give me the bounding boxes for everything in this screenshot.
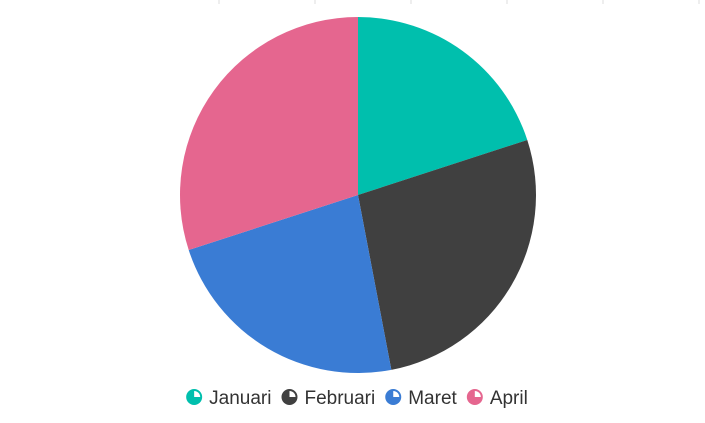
legend-item-april[interactable]: April [466, 388, 528, 409]
legend: Januari Februari Maret April [186, 388, 528, 409]
legend-label: Februari [304, 388, 375, 409]
pie-icon-wedge [194, 391, 201, 397]
legend-item-februari[interactable]: Februari [281, 388, 375, 409]
legend-label: April [490, 388, 528, 409]
pie-slice-februari[interactable] [358, 139, 537, 370]
legend-item-maret[interactable]: Maret [385, 388, 458, 409]
legend-label: Januari [209, 388, 271, 409]
legend-label: Maret [408, 388, 457, 409]
pie-slices [180, 17, 537, 373]
pie-slice-januari[interactable] [358, 17, 528, 195]
top-axis-ticks [218, 0, 700, 4]
pie-icon-wedge [289, 391, 296, 397]
legend-item-januari[interactable]: Januari [186, 388, 271, 409]
pie-icon-wedge [474, 391, 481, 397]
pie-slice-april[interactable] [180, 17, 358, 251]
pie-icon-wedge [393, 391, 400, 397]
pie-slice-maret[interactable] [188, 195, 392, 373]
